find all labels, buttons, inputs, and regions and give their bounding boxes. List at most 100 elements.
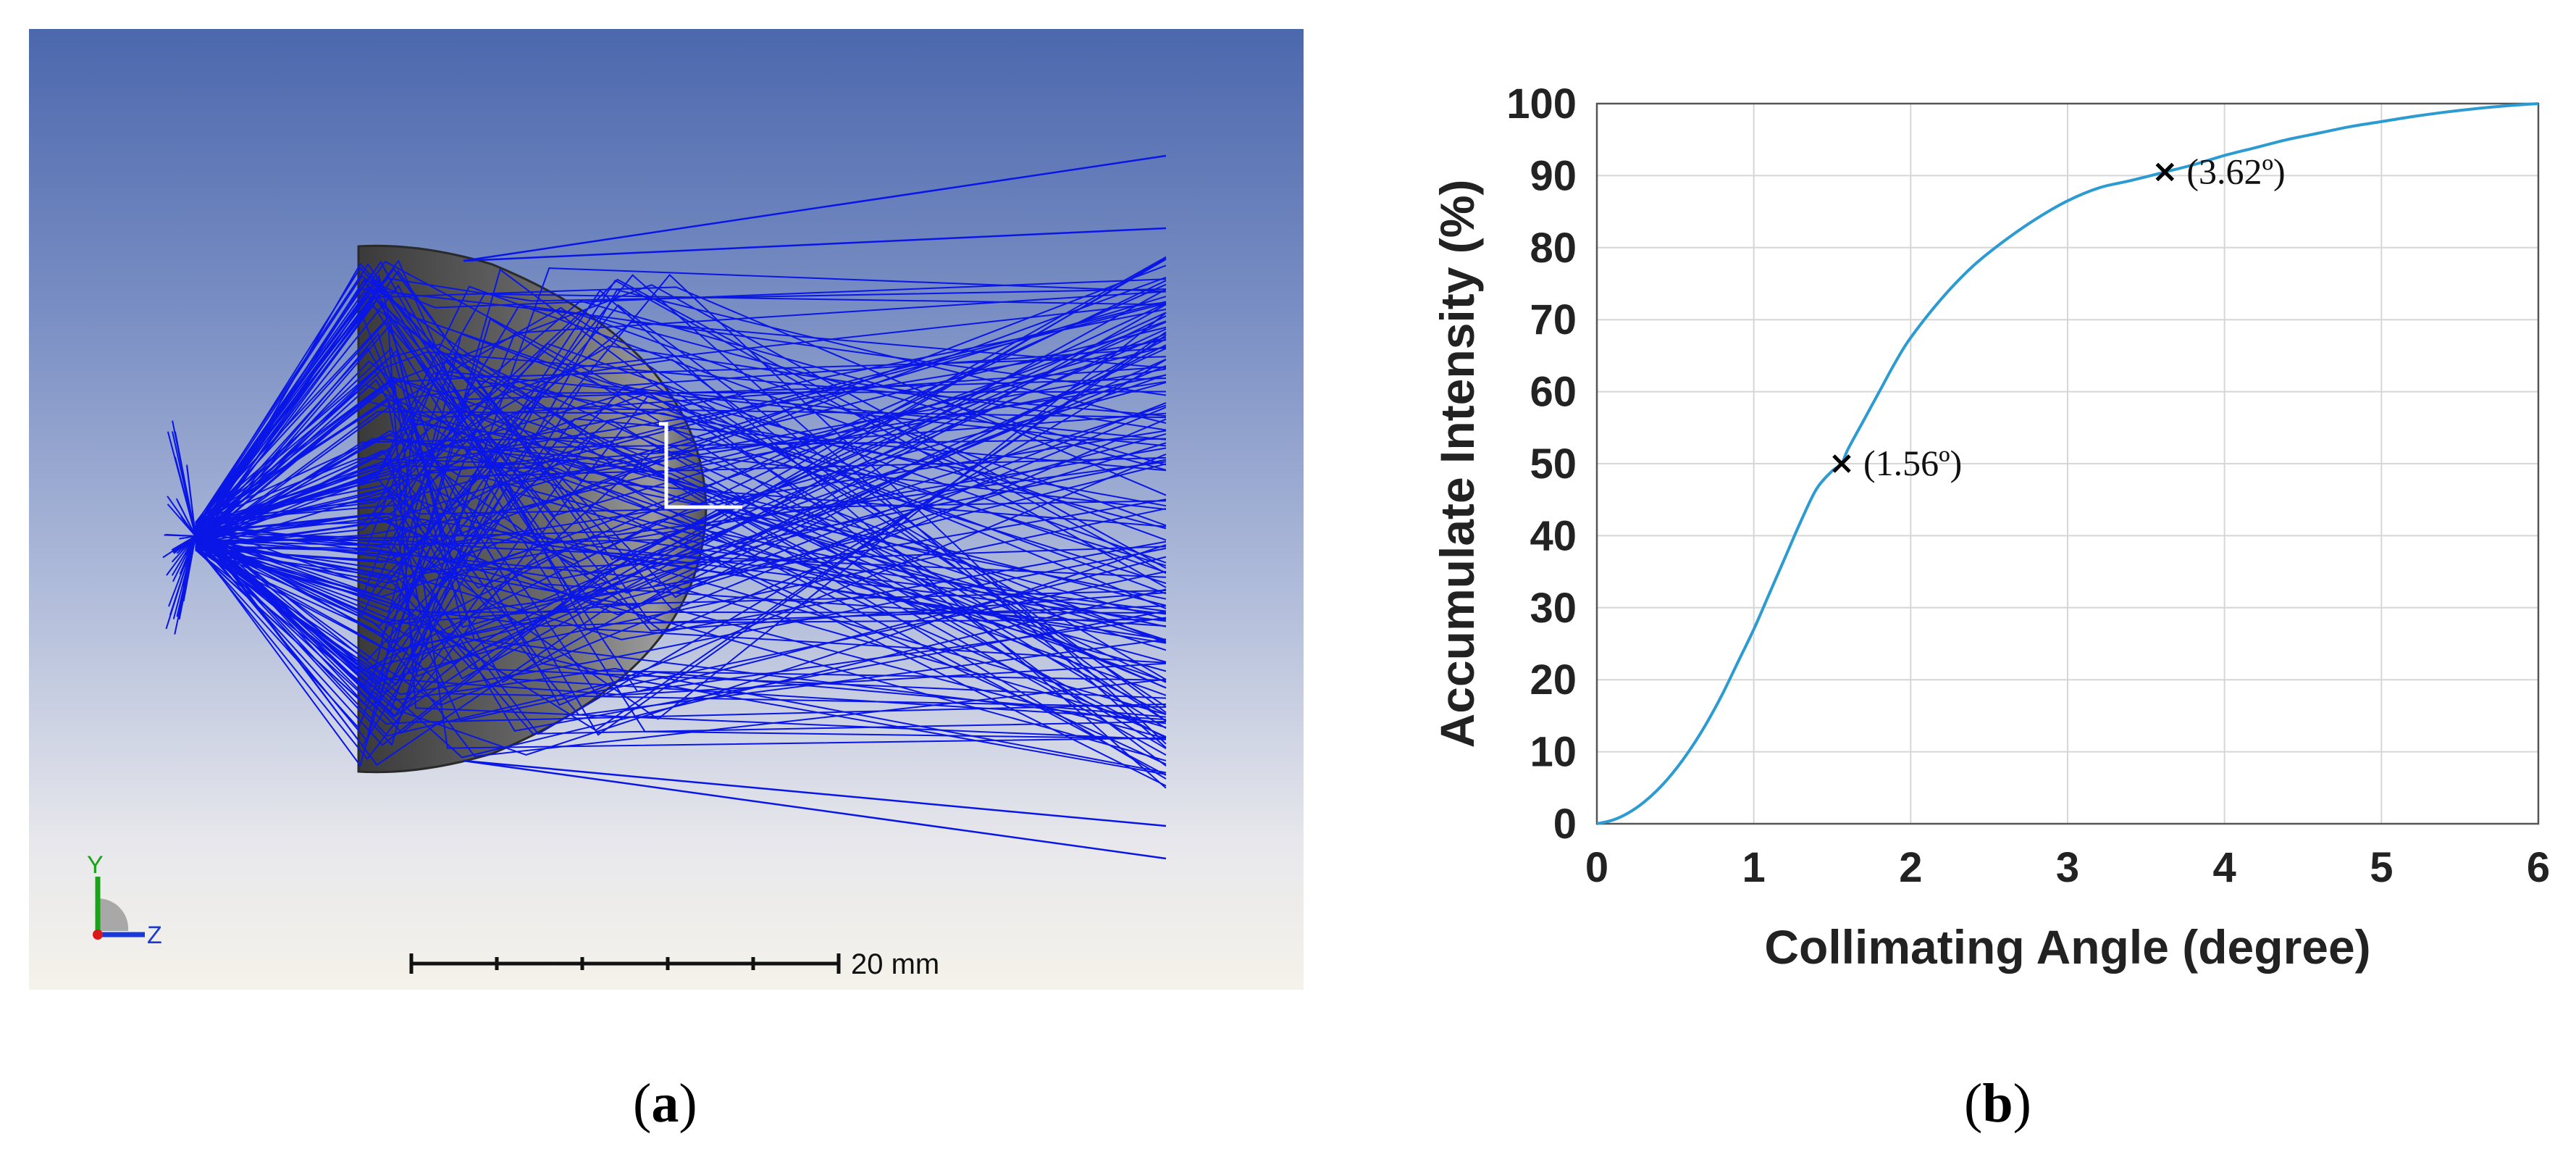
light-ray <box>195 383 1167 748</box>
y-tick-label: 30 <box>1530 585 1577 632</box>
light-ray <box>195 376 1167 585</box>
annotation-marker <box>1832 454 1851 473</box>
light-ray <box>195 459 1167 580</box>
y-axis-title: Accumulate Intensity (%) <box>1430 180 1484 748</box>
light-ray <box>463 227 1167 262</box>
light-ray <box>167 496 196 537</box>
light-ray <box>186 464 196 537</box>
caption-a: (a) <box>633 1073 697 1134</box>
x-tick-label: 5 <box>2370 844 2393 891</box>
y-tick-label: 0 <box>1553 801 1577 848</box>
light-ray <box>195 267 1167 598</box>
light-ray <box>165 533 196 537</box>
light-ray <box>195 532 1167 721</box>
light-ray <box>195 284 1167 664</box>
light-ray <box>195 447 1167 635</box>
caption-b: (b) <box>1964 1073 2031 1134</box>
light-ray <box>195 351 1167 538</box>
y-tick-label: 60 <box>1530 369 1577 416</box>
light-ray <box>195 527 1167 643</box>
light-ray <box>195 306 1167 708</box>
y-tick-label: 90 <box>1530 152 1577 199</box>
light-ray <box>463 759 1167 860</box>
light-ray <box>172 431 196 537</box>
light-ray <box>195 449 1167 775</box>
light-ray <box>195 530 1167 737</box>
light-ray <box>195 434 1167 765</box>
x-tick-label: 3 <box>2056 844 2079 891</box>
series-line <box>1596 102 2539 825</box>
light-ray <box>195 490 1167 551</box>
x-tick-label: 0 <box>1585 844 1608 891</box>
light-ray <box>195 406 1167 706</box>
light-ray <box>195 277 1167 527</box>
light-ray <box>195 374 1167 734</box>
ray-trace-panel: Y Z 20 mm <box>29 29 1304 990</box>
light-ray <box>195 314 1167 606</box>
annotation-label: (3.62º) <box>2186 151 2285 191</box>
light-ray <box>195 291 1167 730</box>
light-ray <box>195 539 1167 735</box>
light-ray <box>166 535 196 576</box>
x-tick-label: 4 <box>2213 844 2236 891</box>
x-axis-title: Collimating Angle (degree) <box>1764 920 2370 974</box>
light-ray <box>195 511 1167 615</box>
light-ray <box>167 431 196 537</box>
light-ray <box>195 304 1167 620</box>
light-ray <box>195 399 1167 606</box>
light-ray <box>195 317 1167 767</box>
y-tick-label: 100 <box>1506 80 1577 128</box>
light-ray <box>195 280 1167 563</box>
light-ray <box>195 328 1167 672</box>
z-axis-label: Z <box>147 922 162 949</box>
light-ray <box>195 267 1167 561</box>
y-tick-label: 70 <box>1530 296 1577 343</box>
y-tick-label: 20 <box>1530 656 1577 703</box>
light-ray <box>195 348 1167 594</box>
light-ray <box>195 522 1167 759</box>
light-ray <box>195 320 1167 632</box>
light-ray <box>195 538 1167 627</box>
light-ray <box>195 404 1167 603</box>
light-ray <box>195 283 1167 589</box>
scale-bar-label: 20 mm <box>851 948 939 980</box>
light-ray <box>195 326 1167 709</box>
annotation-marker <box>2155 162 2175 182</box>
light-ray <box>195 304 1167 523</box>
light-ray <box>195 474 1167 716</box>
light-ray <box>172 535 196 554</box>
light-ray <box>195 301 1167 522</box>
x-tick-label: 2 <box>1899 844 1922 891</box>
light-ray <box>195 392 1167 722</box>
y-tick-label: 10 <box>1530 729 1577 776</box>
scale-bar: 20 mm <box>409 948 939 980</box>
light-ray <box>169 535 196 616</box>
x-tick-label: 6 <box>2527 844 2550 891</box>
light-ray <box>195 302 1167 525</box>
light-ray <box>195 538 1167 746</box>
light-ray <box>463 154 1167 262</box>
light-ray <box>195 394 1167 761</box>
light-ray <box>195 288 1167 680</box>
light-ray <box>195 348 1167 628</box>
light-ray <box>463 759 1167 827</box>
light-ray <box>195 391 1167 710</box>
light-ray <box>195 369 1167 698</box>
lens-marker <box>659 422 742 509</box>
light-ray <box>195 536 1167 681</box>
light-ray <box>195 321 1167 535</box>
light-ray <box>195 526 1167 787</box>
light-ray <box>179 535 196 540</box>
y-axis-label: Y <box>87 851 104 879</box>
axis-orientation-icon: Y Z <box>87 851 162 949</box>
y-tick-label: 50 <box>1530 440 1577 488</box>
light-ray <box>195 457 1167 696</box>
light-ray <box>195 288 1167 739</box>
y-tick-label: 80 <box>1530 225 1577 272</box>
light-rays <box>162 154 1167 860</box>
light-ray <box>195 347 1167 725</box>
light-ray <box>195 284 1167 569</box>
plot-frame <box>1595 102 2540 825</box>
light-ray <box>195 285 1167 548</box>
